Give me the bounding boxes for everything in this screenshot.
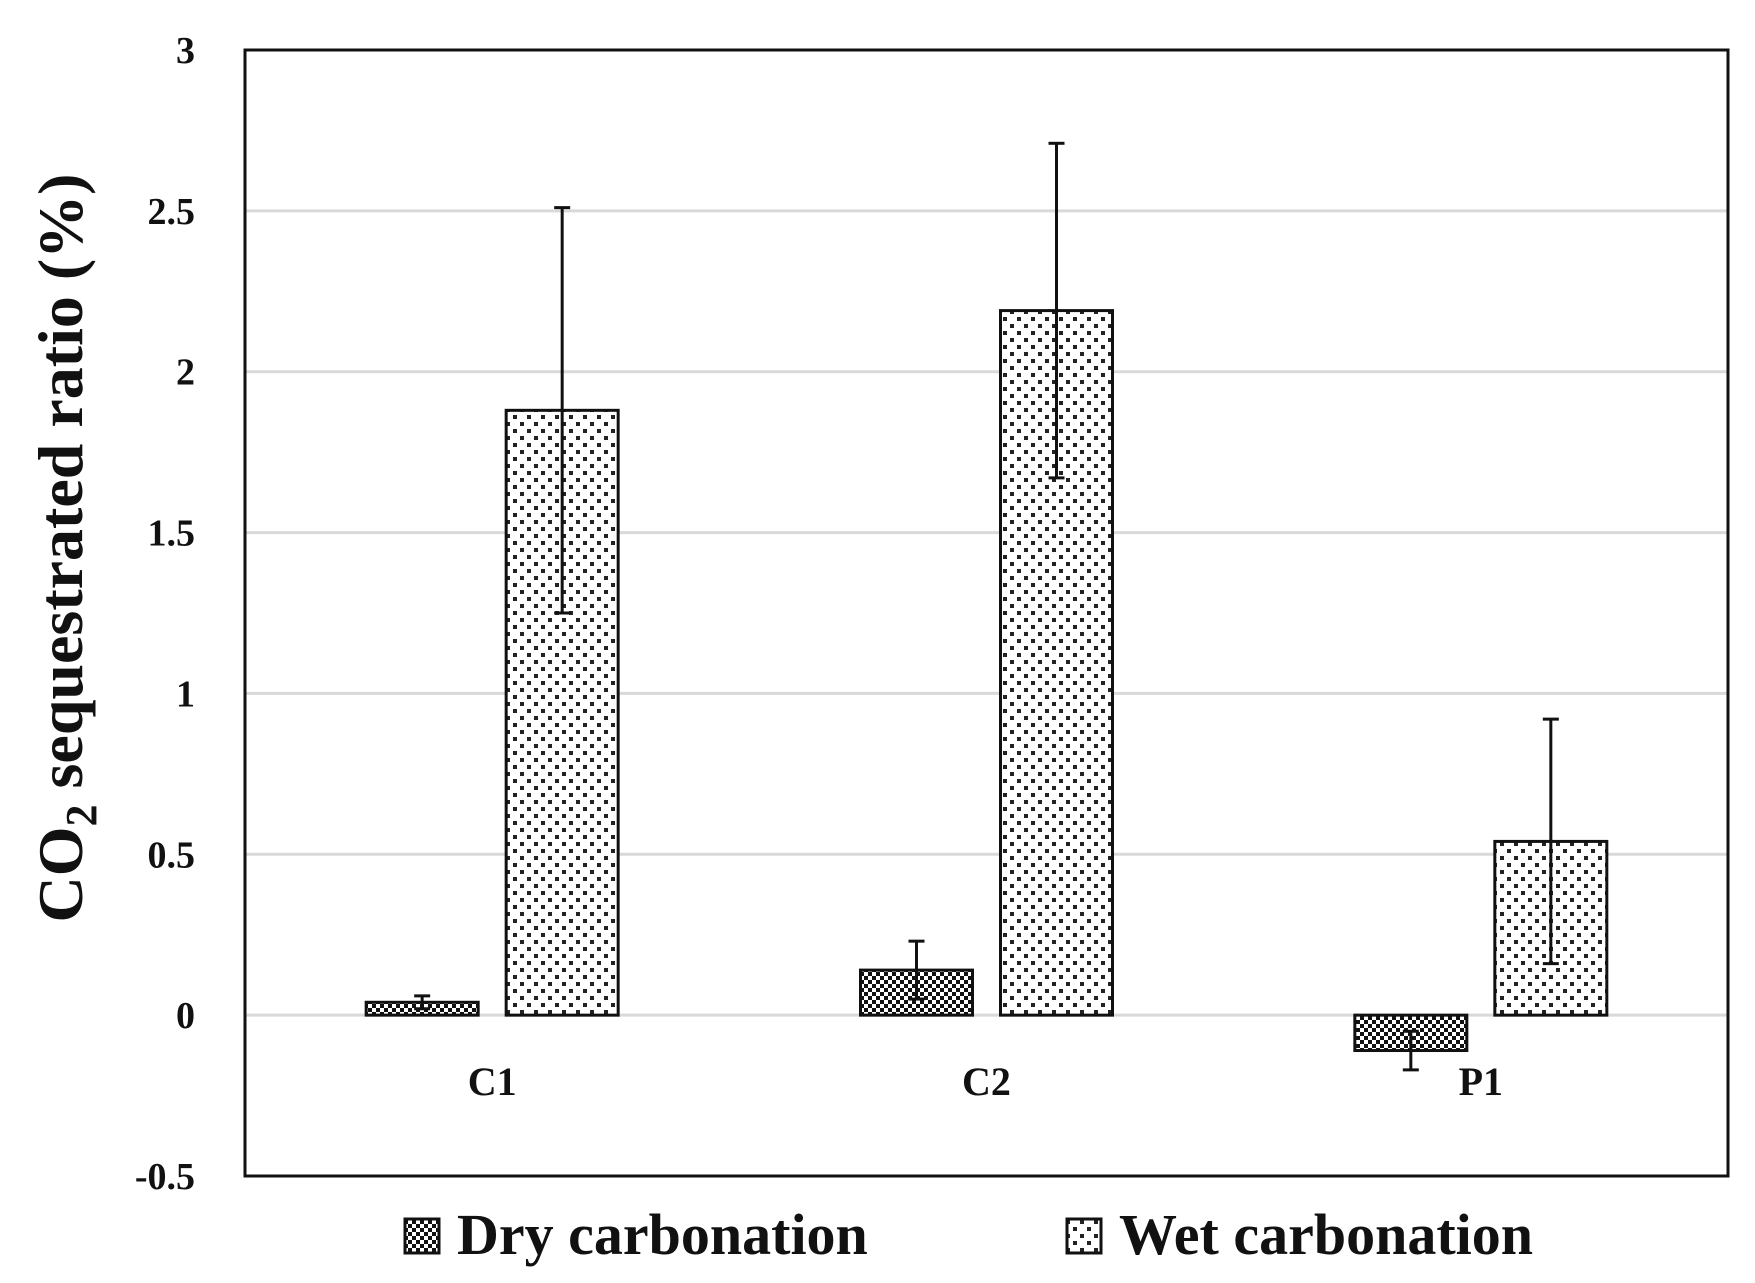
gridlines	[245, 209, 1728, 1017]
y-tick-label: 0.5	[148, 834, 196, 876]
legend-label: Dry carbonation	[457, 1202, 868, 1267]
legend-label: Wet carbonation	[1119, 1202, 1533, 1267]
y-tick-label: 2.5	[148, 191, 196, 233]
x-category-label: P1	[1459, 1059, 1503, 1104]
y-axis-label: CO2 sequestrated ratio (%)	[25, 174, 106, 923]
bars	[364, 309, 1609, 1053]
legend: Dry carbonation Wet carbonation	[403, 1202, 1533, 1267]
error-bars	[414, 141, 1559, 1072]
x-category-label: C1	[468, 1059, 517, 1104]
x-axis-categories: C1 C2 P1	[468, 1059, 1503, 1104]
x-category-label: C2	[962, 1059, 1011, 1104]
y-axis-ticks: -0.5 0 0.5 1 1.5 2 2.5 3	[135, 30, 195, 1198]
plot-area-border	[243, 48, 1730, 1178]
legend-swatch-dots	[1065, 1217, 1103, 1255]
y-tick-label: 1	[176, 673, 195, 715]
y-tick-label: 2	[176, 352, 195, 394]
y-tick-label: 3	[176, 30, 195, 72]
y-tick-label: 1.5	[148, 513, 196, 555]
legend-swatch-checker	[403, 1217, 441, 1255]
y-tick-label: 0	[176, 995, 195, 1037]
y-tick-label: -0.5	[135, 1156, 195, 1198]
